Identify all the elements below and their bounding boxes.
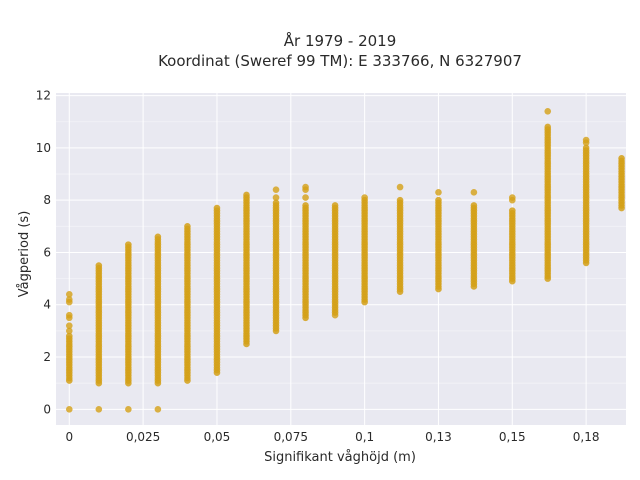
data-point [65,296,73,303]
data-point [396,196,404,204]
y-tick-label: 0 [43,402,51,416]
y-tick-label: 6 [43,245,51,259]
data-point [470,202,478,209]
y-tick-label: 2 [43,350,51,364]
data-point [213,204,221,212]
y-axis-label: Vågperiod (s) [17,211,32,298]
y-tick-labels: 0 2 4 6 8 10 12 [36,89,51,417]
data-point [65,322,73,329]
y-tick-label: 12 [36,89,51,103]
x-tick-label: 0,05 [204,430,231,444]
data-point [272,199,280,207]
data-point [154,406,162,413]
x-tick-labels: 0 0,025 0,05 0,075 0,1 0,13 0,15 0,18 [65,430,599,444]
chart-title-line1: År 1979 - 2019 [284,31,397,50]
data-point [435,196,442,204]
data-point [396,183,404,191]
plot-background [56,93,626,425]
data-point [65,332,73,340]
data-point [331,311,339,319]
y-tick-label: 8 [43,193,51,207]
data-point [65,290,73,298]
data-point [125,241,132,248]
data-point [618,155,625,162]
data-point [154,233,162,241]
data-point [272,194,280,201]
data-point [302,202,309,209]
data-point [243,191,250,199]
x-tick-label: 0,15 [499,430,526,444]
data-point [361,194,368,201]
y-tick-label: 4 [43,298,51,312]
plot-area [56,93,626,425]
data-point [582,144,590,152]
data-point [544,107,552,115]
x-tick-label: 0,1 [355,430,374,444]
data-point [95,406,103,413]
data-point [65,406,73,413]
x-tick-label: 0,18 [573,430,600,444]
data-point [272,186,280,194]
data-point [302,194,309,201]
data-point [435,189,442,196]
x-tick-label: 0,13 [425,430,452,444]
data-point [508,194,516,201]
data-point [470,189,478,196]
data-point [184,223,191,230]
data-point [331,202,339,209]
x-axis-label: Signifikant våghöjd (m) [264,450,416,465]
x-tick-label: 0,075 [274,430,308,444]
data-point [302,183,309,191]
data-point [544,123,552,131]
data-point [65,327,73,335]
data-points [65,107,625,413]
x-tick-label: 0 [65,430,73,444]
data-point [95,262,103,269]
x-tick-label: 0,025 [126,430,160,444]
chart-title-line2: Koordinat (Sweref 99 TM): E 333766, N 63… [158,52,522,70]
data-point [582,136,590,144]
y-tick-label: 10 [36,141,51,155]
data-point [508,207,516,214]
data-point [125,406,132,413]
data-point [65,311,73,319]
